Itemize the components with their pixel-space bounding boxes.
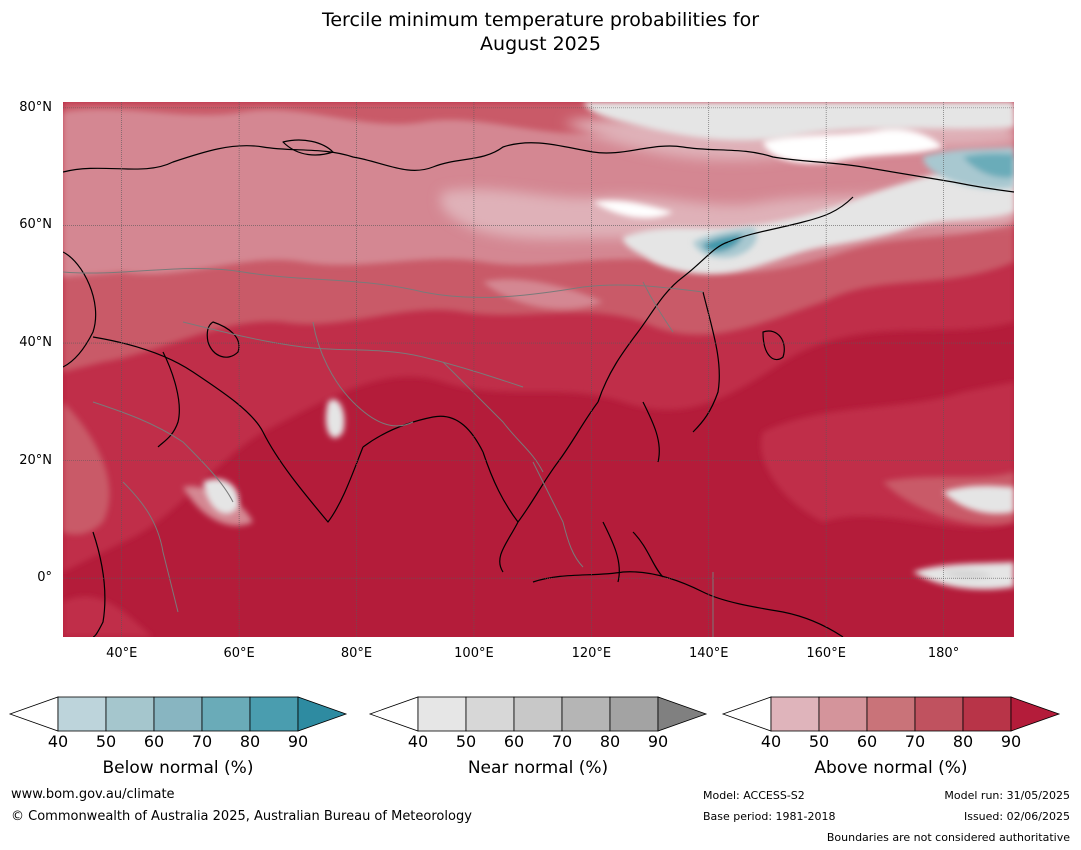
model-run-info: Model run: 31/05/2025 (944, 789, 1070, 802)
lon-label-120e: 120°E (571, 646, 612, 661)
website-link[interactable]: www.bom.gov.au/climate (11, 787, 175, 802)
colorbar-max-extend (297, 696, 348, 732)
graticule (63, 102, 1014, 637)
tick-label: 70 (904, 732, 926, 751)
colorbar-above-swatches (721, 696, 1061, 732)
colorbar-above-title: Above normal (%) (814, 758, 968, 778)
tick-label: 90 (647, 732, 669, 751)
map-canvas (63, 102, 1014, 637)
map-title-line2: August 2025 (480, 33, 601, 55)
tick-label: 70 (191, 732, 213, 751)
lat-label-20n: 20°N (19, 452, 52, 468)
colorbar-swatch (866, 696, 916, 732)
colorbar-min-extend (721, 696, 772, 732)
colorbar-swatch (249, 696, 299, 732)
tick-label: 80 (952, 732, 974, 751)
country-borders (63, 268, 714, 637)
tick-label: 80 (599, 732, 621, 751)
model-info: Model: ACCESS-S2 (703, 789, 805, 802)
tick-label: 90 (287, 732, 309, 751)
colorbar-swatch (914, 696, 964, 732)
lat-label-80n: 80°N (19, 99, 52, 115)
colorbar-swatch (818, 696, 868, 732)
tick-label: 50 (95, 732, 117, 751)
map-title-line1: Tercile minimum temperature probabilitie… (321, 9, 760, 31)
disclaimer-text: Boundaries are not considered authoritat… (826, 831, 1070, 844)
lon-label-80e: 80°E (340, 646, 373, 661)
colorbar-max-extend (1010, 696, 1061, 732)
tick-label: 40 (760, 732, 782, 751)
colorbar-near-title: Near normal (%) (467, 758, 609, 778)
lon-label-140e: 140°E (688, 646, 729, 661)
lat-label-0: 0° (37, 570, 52, 586)
colorbar-below-swatches (8, 696, 348, 732)
issued-info: Issued: 02/06/2025 (963, 810, 1070, 823)
colorbar-swatch (962, 696, 1012, 732)
colorbar-swatch (105, 696, 155, 732)
tick-label: 50 (455, 732, 477, 751)
lon-label-100e: 100°E (454, 646, 494, 661)
base-period-info: Base period: 1981-2018 (703, 810, 836, 823)
tick-label: 70 (551, 732, 573, 751)
tick-label: 60 (856, 732, 878, 751)
colorbar-swatch (561, 696, 611, 732)
tick-label: 40 (407, 732, 429, 751)
colorbar-max-extend (657, 696, 708, 732)
copyright-notice: © Commonwealth of Australia 2025, Austra… (11, 809, 472, 824)
colorbar-swatch (153, 696, 203, 732)
coastlines (63, 139, 1014, 637)
colorbar-swatch (417, 696, 467, 732)
lon-label-60e: 60°E (223, 646, 255, 661)
tick-label: 60 (503, 732, 525, 751)
colorbar-near (368, 696, 708, 734)
colorbar-below-title: Below normal (%) (102, 758, 254, 778)
tick-label: 40 (47, 732, 69, 751)
colorbar-swatch (465, 696, 515, 732)
colorbar-min-extend (8, 696, 59, 732)
colorbar-min-extend (368, 696, 419, 732)
map-title: Tercile minimum temperature probabilitie… (0, 8, 1081, 56)
colorbar-swatch (770, 696, 820, 732)
lon-label-160e: 160°E (806, 646, 846, 661)
probability-map (63, 102, 1014, 637)
colorbar-above (721, 696, 1061, 734)
colorbar-swatch (513, 696, 563, 732)
lat-label-60n: 60°N (19, 217, 52, 233)
colorbar-near-swatches (368, 696, 708, 732)
tick-label: 80 (239, 732, 261, 751)
colorbar-swatch (201, 696, 251, 732)
colorbar-swatch (609, 696, 659, 732)
tick-label: 50 (808, 732, 830, 751)
tick-label: 90 (1000, 732, 1022, 751)
lon-label-180: 180° (927, 646, 960, 661)
lon-label-40e: 40°E (106, 646, 138, 661)
tick-label: 60 (143, 732, 165, 751)
colorbar-swatch (57, 696, 107, 732)
colorbar-below (8, 696, 348, 734)
lat-label-40n: 40°N (19, 335, 52, 351)
